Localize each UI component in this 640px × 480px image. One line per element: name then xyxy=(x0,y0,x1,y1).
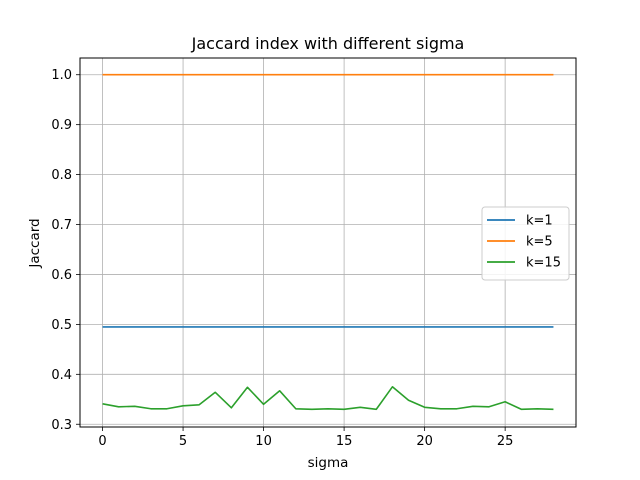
legend-label: k=5 xyxy=(526,235,553,250)
y-tick-label: 0.8 xyxy=(51,168,72,183)
y-tick-label: 0.5 xyxy=(51,318,72,333)
chart-title: Jaccard index with different sigma xyxy=(191,34,465,53)
legend-label: k=1 xyxy=(526,214,553,229)
y-tick-label: 0.4 xyxy=(51,368,72,383)
x-tick-label: 15 xyxy=(336,434,353,449)
y-tick-label: 0.7 xyxy=(51,218,72,233)
x-tick-label: 25 xyxy=(497,434,514,449)
y-tick-label: 0.6 xyxy=(51,268,72,283)
y-tick-label: 0.3 xyxy=(51,418,72,433)
x-tick-label: 20 xyxy=(416,434,433,449)
x-tick-label: 5 xyxy=(179,434,187,449)
y-tick-label: 0.9 xyxy=(51,118,72,133)
y-axis-label: Jaccard xyxy=(27,218,43,268)
x-axis-label: sigma xyxy=(308,455,349,471)
plot-area-frame xyxy=(79,57,577,428)
legend-label: k=15 xyxy=(526,256,561,271)
series-line-3 xyxy=(102,385,554,411)
legend: k=1 k=5 k=15 xyxy=(481,206,570,281)
axis-ticks: 0 5 10 15 20 25 0.3 0.4 0.5 0.6 0.7 0.8 0.9 1.0 xyxy=(51,68,513,449)
x-tick-label: 10 xyxy=(255,434,272,449)
y-tick-label: 1.0 xyxy=(51,68,72,83)
series-lines xyxy=(102,73,554,411)
x-tick-label: 0 xyxy=(98,434,106,449)
